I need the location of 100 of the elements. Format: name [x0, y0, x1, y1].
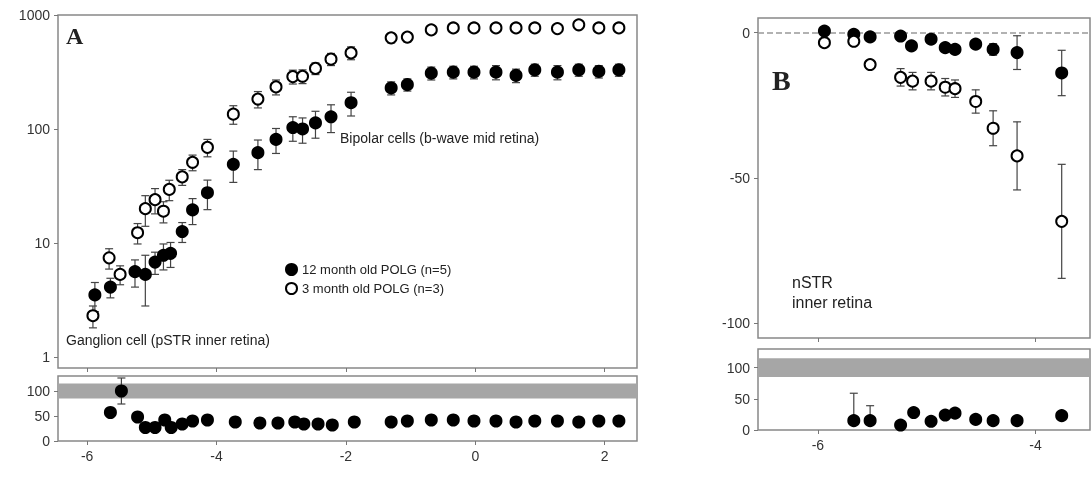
point: [948, 42, 962, 56]
point: [102, 251, 116, 265]
point: [969, 37, 983, 51]
point: [986, 414, 1000, 428]
point: [446, 21, 460, 35]
point: [131, 226, 145, 240]
point: [528, 414, 542, 428]
point: [148, 193, 162, 207]
point: [86, 309, 100, 323]
point: [528, 21, 542, 35]
annotation: nSTR inner retina: [792, 273, 873, 311]
point: [226, 157, 240, 171]
point: [324, 110, 338, 124]
point: [162, 182, 176, 196]
point: [114, 384, 128, 398]
x-tick-label: -4: [210, 448, 223, 464]
point: [509, 21, 523, 35]
point: [311, 417, 325, 431]
legend-label: 12 month old POLG (n=5): [302, 262, 452, 277]
y-tick-label: 10: [34, 234, 51, 251]
point: [863, 30, 877, 44]
point: [103, 406, 117, 419]
y-tick-label: 100: [726, 359, 751, 376]
point: [164, 246, 178, 260]
y-tick-label: 0: [742, 24, 751, 41]
point: [325, 418, 339, 432]
point: [986, 121, 1000, 135]
point: [297, 417, 311, 431]
x-tick-label: 0: [471, 448, 480, 464]
point: [384, 415, 398, 429]
point: [226, 107, 240, 121]
point: [550, 22, 564, 36]
point: [253, 416, 267, 430]
point: [175, 225, 189, 239]
x-tick-label: -2: [339, 448, 353, 464]
point: [128, 265, 142, 279]
point: [1055, 66, 1069, 80]
point: [424, 23, 438, 37]
point: [175, 417, 189, 431]
x-tick-label: -4: [1029, 437, 1043, 453]
point: [847, 34, 861, 48]
point: [817, 36, 831, 50]
point: [228, 415, 242, 429]
point: [938, 41, 952, 55]
point: [88, 288, 102, 302]
point: [572, 415, 586, 429]
point: [894, 418, 908, 432]
y-tick-label: 100: [26, 383, 51, 399]
point: [817, 24, 831, 38]
point: [969, 94, 983, 108]
point: [186, 414, 200, 428]
y-tick-label: 50: [734, 390, 751, 407]
y-tick-label: 50: [34, 408, 51, 424]
y-tick-label: 0: [742, 422, 751, 438]
point: [592, 414, 606, 428]
point: [251, 146, 265, 160]
point: [1055, 214, 1069, 228]
point: [904, 39, 918, 53]
point: [446, 413, 460, 427]
point: [200, 413, 214, 427]
point: [347, 415, 361, 429]
point: [489, 414, 503, 428]
x-tick-label: -6: [80, 448, 94, 464]
x-tick-label: -6: [811, 437, 825, 453]
point: [969, 412, 983, 426]
annotation: A: [66, 23, 84, 49]
point: [1010, 46, 1024, 60]
annotation: Ganglion cell (pSTR inner retina): [66, 332, 270, 348]
point: [592, 21, 606, 35]
point: [131, 410, 145, 424]
point: [924, 32, 938, 46]
y-tick-label: 1000: [18, 7, 51, 23]
point: [550, 414, 564, 428]
point: [200, 186, 214, 200]
point: [467, 21, 481, 35]
point: [924, 414, 938, 428]
point: [612, 414, 626, 428]
point: [1010, 414, 1024, 428]
point: [424, 413, 438, 427]
point: [847, 414, 861, 428]
point: [948, 406, 962, 420]
point: [344, 96, 358, 110]
point: [186, 203, 200, 217]
legend-label: 3 month old POLG (n=3): [302, 281, 444, 296]
point: [612, 21, 626, 35]
point: [271, 416, 285, 430]
x-tick-label: 2: [600, 448, 609, 464]
point: [148, 255, 162, 269]
point: [1010, 149, 1024, 163]
y-tick-label: -100: [721, 315, 751, 332]
point: [148, 421, 162, 434]
point: [138, 267, 152, 281]
point: [1055, 409, 1069, 423]
point: [164, 421, 178, 434]
annotation: Bipolar cells (b-wave mid retina): [340, 130, 540, 146]
point: [400, 414, 414, 428]
point: [894, 29, 908, 43]
point: [113, 267, 127, 281]
point: [907, 406, 921, 420]
point: [200, 140, 214, 154]
